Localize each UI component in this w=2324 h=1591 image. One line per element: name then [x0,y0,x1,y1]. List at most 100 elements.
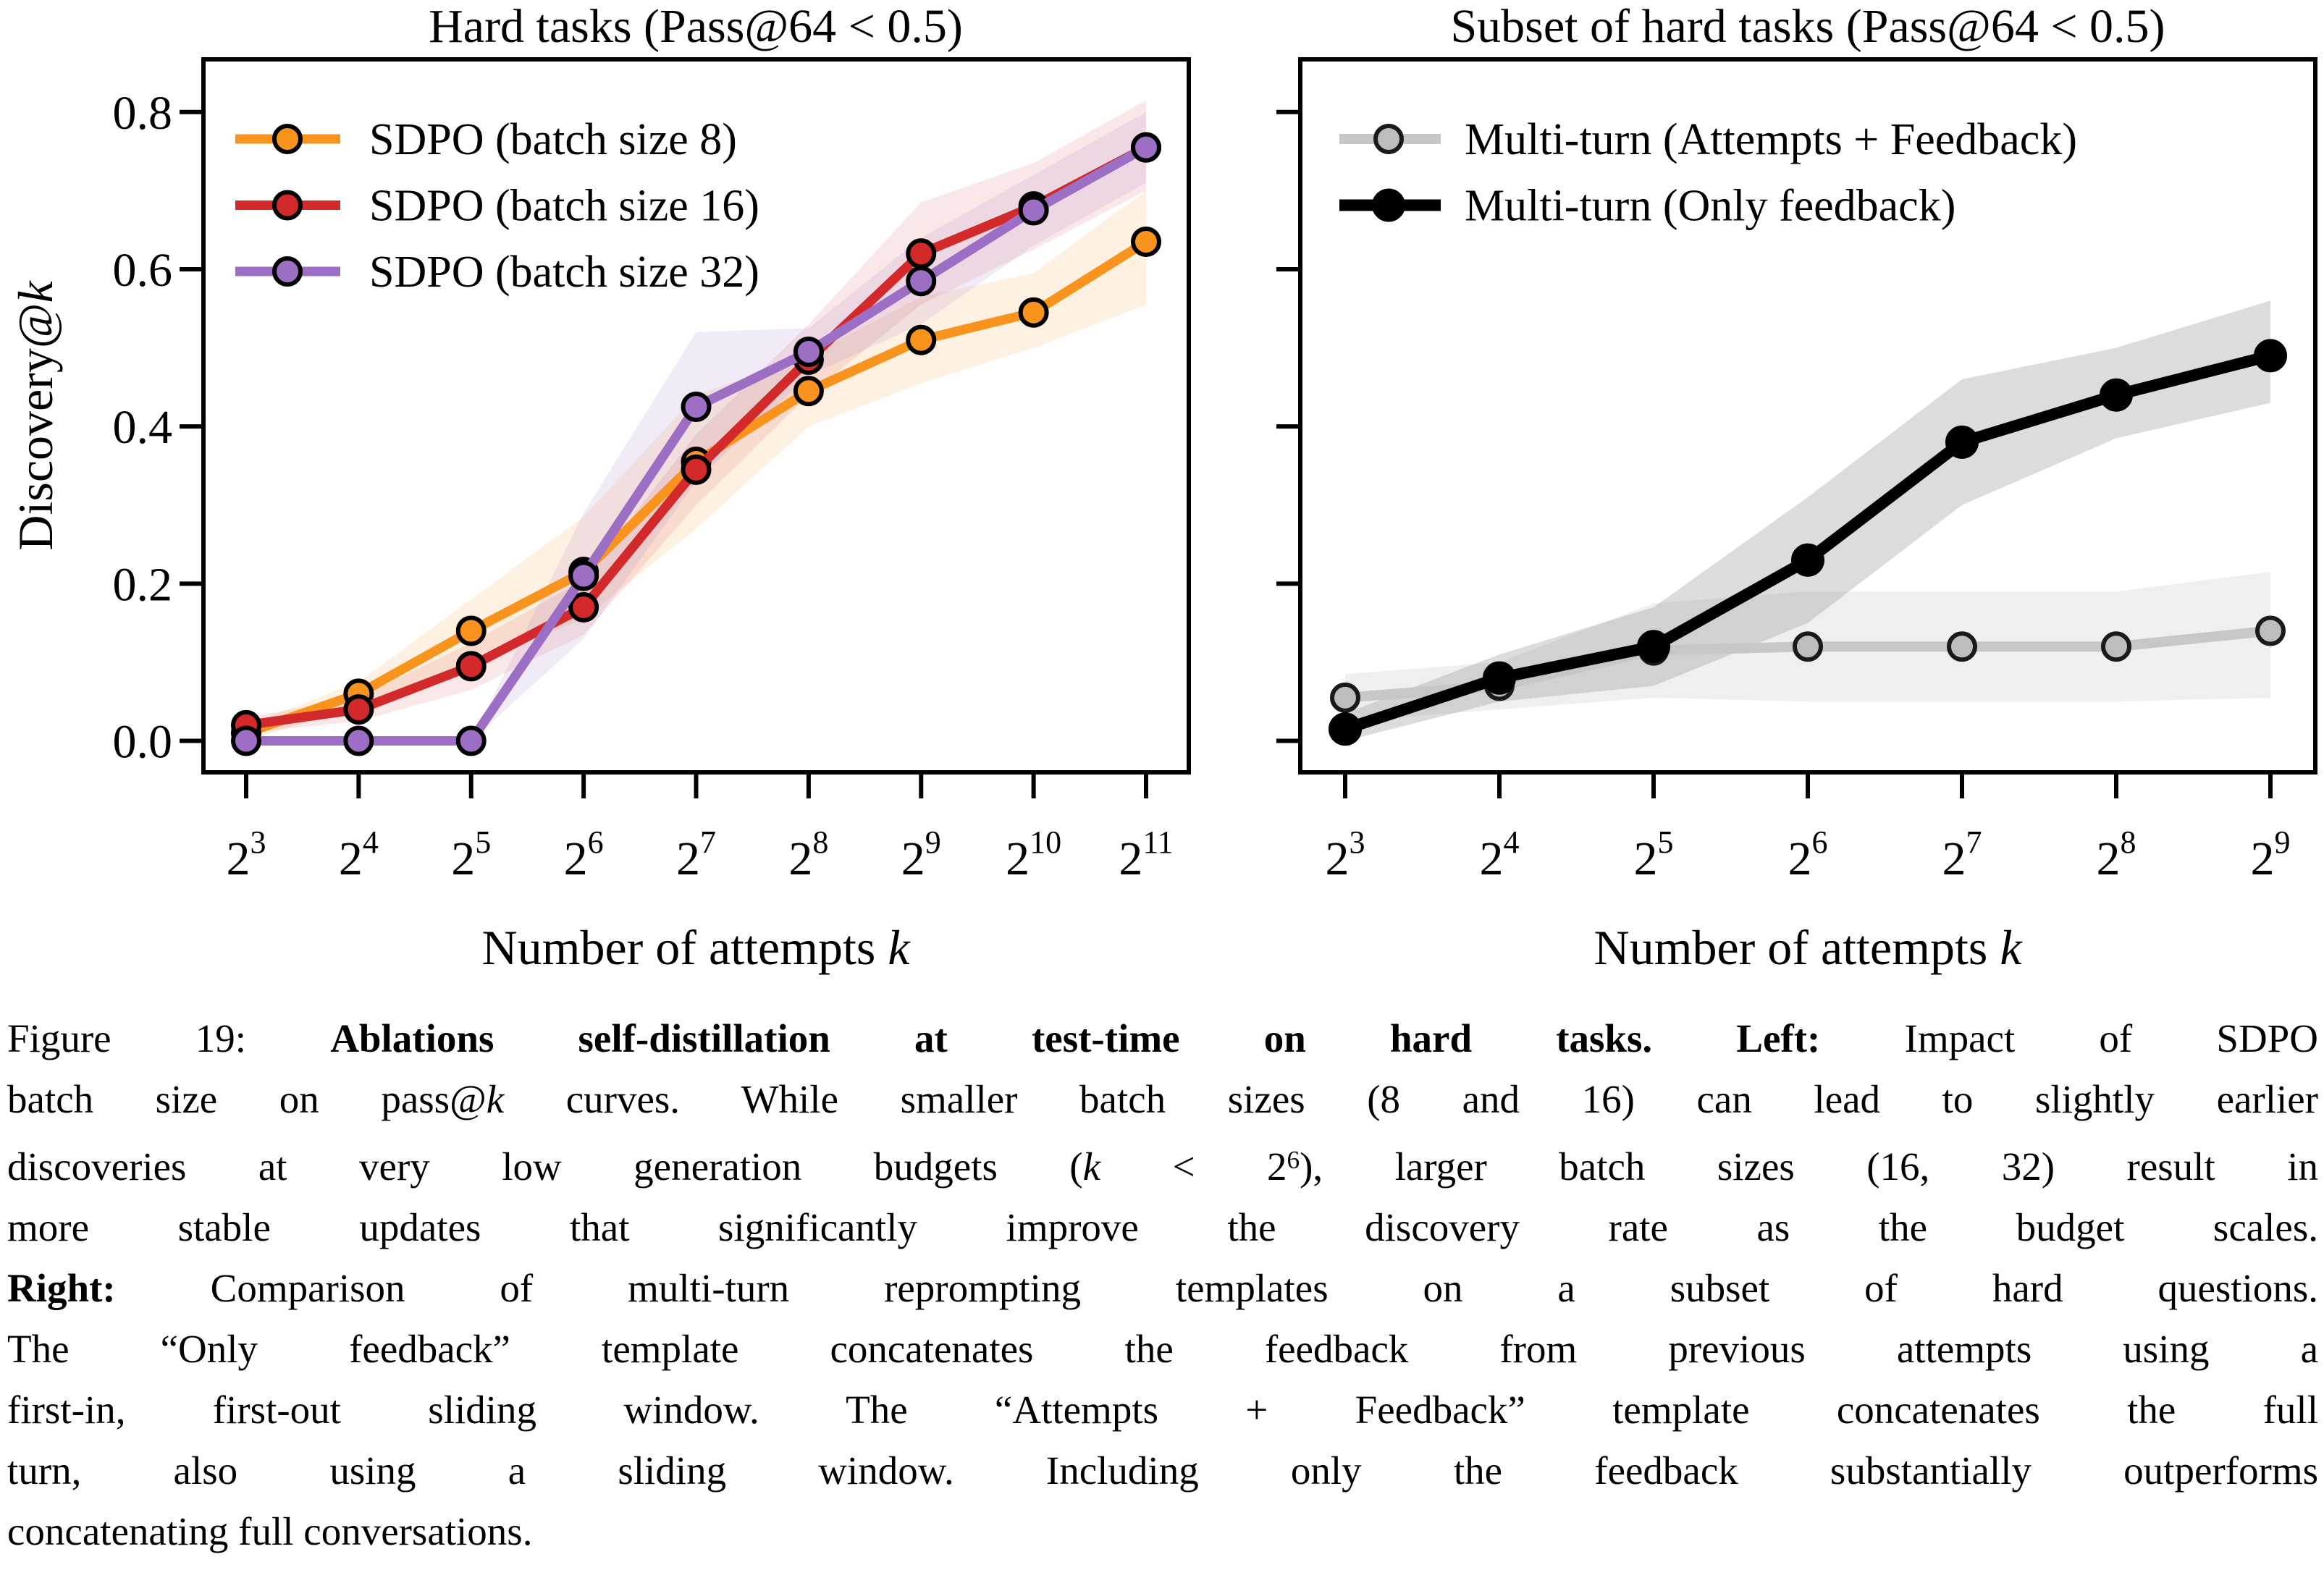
data-point-marker [1947,631,1977,662]
data-point-marker [1637,630,1670,664]
x-axis-label: Number of attempts k [481,920,911,975]
x-tick-label: 25 [1634,824,1674,885]
data-point-marker [906,238,937,269]
x-tick-label: 28 [788,824,828,885]
caption-line: more stable updates that significantly i… [7,1197,2318,1258]
caption-text-segment: batch size on pass@ [7,1077,487,1121]
data-point-marker [1483,661,1516,695]
series-confidence-band [1345,300,2270,741]
caption-text-segment: < 2 [1100,1144,1287,1189]
data-point-marker [1131,226,1161,257]
caption-text-segment: Right: [7,1265,116,1310]
y-axis-label: Discovery@k [8,280,63,551]
caption-text-segment: ), larger batch sizes (16, 32) result in [1300,1144,2318,1189]
y-tick-label: 0.8 [113,87,173,140]
data-point-marker [1791,543,1824,577]
caption-line: The “Only feedback” template concatenate… [7,1319,2318,1380]
caption-text-segment: turn, also using a sliding window. Inclu… [7,1448,2318,1493]
data-point-marker [681,392,712,423]
caption-text-segment: Figure 19: [7,1016,331,1060]
caption-text-segment: Impact of SDPO [1820,1016,2318,1060]
x-tick-label: 28 [2097,824,2136,885]
legend-label: Multi-turn (Attempts + Feedback) [1465,115,2077,164]
caption-line: Right: Comparison of multi-turn reprompt… [7,1258,2318,1319]
caption-text-segment: concatenating full conversations. [7,1508,533,1553]
y-tick-label: 0.4 [113,401,173,454]
x-tick-label: 26 [564,824,604,885]
figure-caption: Figure 19: Ablations self-distillation a… [7,1008,2318,1562]
data-point-marker [2101,631,2131,662]
legend-marker-icon [272,124,303,154]
data-point-marker [231,725,261,756]
legend-label: SDPO (batch size 8) [369,115,737,164]
caption-text-segment: k [1082,1144,1101,1189]
y-tick-label: 0.2 [113,558,173,611]
x-tick-label: 29 [901,824,941,885]
legend-marker-icon [272,256,303,287]
caption-text-segment: discoveries at very low generation budge… [7,1144,1083,1189]
x-tick-label: 24 [339,824,379,885]
data-point-marker [568,560,599,591]
x-tick-label: 211 [1119,824,1173,885]
caption-text-segment: k [486,1077,505,1121]
data-point-marker [455,651,487,682]
y-tick-label: 0.0 [113,716,173,769]
x-tick-label: 24 [1480,824,1520,885]
caption-line: discoveries at very low generation budge… [7,1130,2318,1197]
x-tick-label: 25 [451,824,491,885]
data-point-marker [1018,195,1049,226]
x-tick-label: 27 [676,824,716,885]
chart-title: Hard tasks (Pass@64 < 0.5) [429,0,963,53]
legend-marker-icon [272,190,303,221]
caption-line: batch size on pass@k curves. While small… [7,1069,2318,1130]
x-tick-label: 23 [1326,824,1365,885]
left-chart-hard-tasks: 23 24 25 26 27 28 29 210 211 0.0 0.2 0.4 0.6 0.8 Hard … [8,0,1191,975]
x-tick-label: 27 [1942,824,1982,885]
data-point-marker [1018,297,1049,328]
data-point-marker [2254,339,2287,373]
data-point-marker [455,615,487,646]
right-chart-subset-hard-tasks: 23 24 25 26 27 28 29 Subset of hard tasks (Pass… [1276,0,2317,975]
data-point-marker [2255,615,2286,646]
data-point-marker [343,694,374,725]
x-tick-label: 210 [1006,824,1061,885]
data-point-marker [1945,425,1979,459]
caption-line: concatenating full conversations. [7,1501,2318,1562]
caption-line: Figure 19: Ablations self-distillation a… [7,1008,2318,1069]
plot-frame [201,57,1191,775]
legend-marker-icon [1373,124,1404,154]
caption-line: first-in, first-out sliding window. The … [7,1380,2318,1440]
data-point-marker [906,324,937,355]
data-point-marker [343,725,374,756]
x-tick-label: 29 [2251,824,2291,885]
data-point-marker [793,336,824,367]
data-point-marker [1793,631,1823,662]
legend-label: Multi-turn (Only feedback) [1465,182,1955,231]
data-point-marker [681,454,712,485]
caption-text-segment: The “Only feedback” template concatenate… [7,1326,2318,1371]
x-axis-label: Number of attempts k [1593,920,2023,975]
caption-line: turn, also using a sliding window. Inclu… [7,1440,2318,1501]
caption-text-segment: first-in, first-out sliding window. The … [7,1387,2318,1432]
caption-text-segment: Ablations self-distillation at test-time… [330,1016,1821,1060]
data-point-marker [906,266,937,297]
x-tick-label: 23 [227,824,266,885]
x-tick-label: 26 [1788,824,1828,885]
data-point-marker [568,591,599,623]
legend-label: SDPO (batch size 32) [369,248,759,297]
chart-title: Subset of hard tasks (Pass@64 < 0.5) [1450,0,2165,53]
plot-frame [1298,57,2317,775]
caption-text-segment: curves. While smaller batch sizes (8 and… [504,1077,2318,1121]
data-point-marker [1131,132,1161,163]
data-point-marker [1330,682,1360,713]
y-tick-label: 0.6 [113,244,173,297]
legend-label: SDPO (batch size 16) [369,182,759,231]
data-point-marker [2100,378,2133,412]
legend-marker-icon [1372,188,1405,222]
caption-text-segment: more stable updates that significantly i… [7,1204,2318,1249]
caption-text-segment: 6 [1287,1146,1300,1174]
data-point-marker [455,725,487,756]
caption-text-segment: Comparison of multi-turn reprompting tem… [115,1265,2318,1310]
data-point-marker [1329,712,1362,746]
